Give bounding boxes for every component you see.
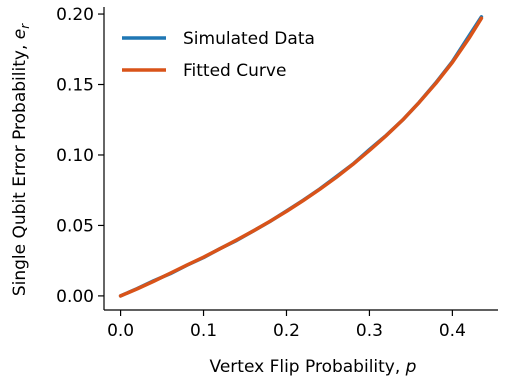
- legend-frame: [112, 20, 312, 90]
- legend: Simulated Data Fitted Curve: [112, 20, 315, 90]
- x-axis-label-text: Vertex Flip Probability,: [210, 357, 406, 377]
- y-axis-label-var: e: [10, 29, 30, 39]
- x-tick-label: 0.2: [273, 321, 300, 341]
- y-axis-label: Single Qubit Error Probability, er: [10, 23, 32, 296]
- y-axis-label-sub: r: [18, 23, 32, 29]
- series-line-fitted-curve: [118, 16, 484, 298]
- legend-label-fitted-curve: Fitted Curve: [183, 61, 286, 81]
- x-tick-label: 0.1: [190, 321, 217, 341]
- y-tick-label: 0.20: [56, 5, 94, 25]
- y-tick-label: 0.05: [56, 216, 94, 236]
- ticks-layer: 0.0 0.1 0.2 0.3 0.4 0.00 0.05 0.10 0.15 0.20: [56, 5, 466, 341]
- axes-layer: [103, 7, 498, 311]
- x-tick-label: 0.3: [356, 321, 383, 341]
- legend-label-simulated-data: Simulated Data: [183, 29, 315, 49]
- y-tick-label: 0.15: [56, 76, 94, 96]
- x-tick-label: 0.0: [107, 321, 134, 341]
- x-axis-label: Vertex Flip Probability, p: [210, 357, 417, 377]
- x-tick-label: 0.4: [439, 321, 466, 341]
- x-axis-label-var: p: [405, 357, 417, 377]
- y-axis-label-text: Single Qubit Error Probability,: [10, 39, 30, 296]
- y-tick-label: 0.10: [56, 146, 94, 166]
- series-layer: [118, 15, 484, 298]
- y-tick-label: 0.00: [56, 287, 94, 307]
